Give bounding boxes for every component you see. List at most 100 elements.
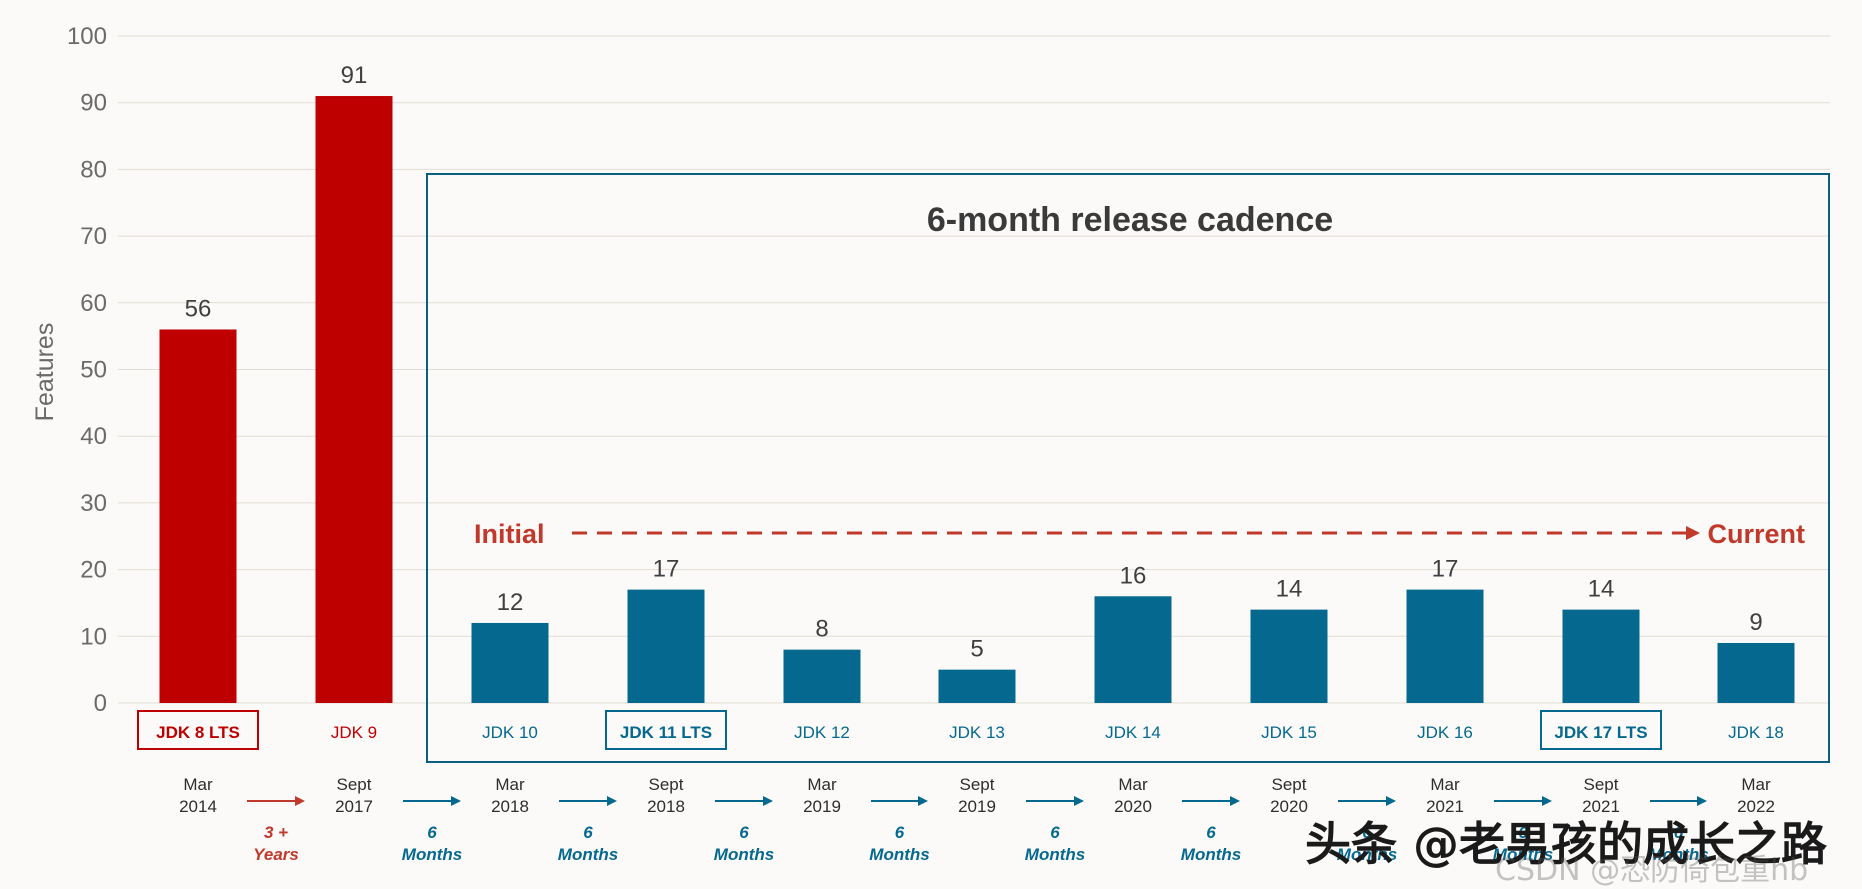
interval-number: 6	[427, 823, 437, 842]
release-year: 2018	[491, 797, 529, 816]
interval-unit: Years	[253, 845, 299, 864]
interval-unit: Months	[714, 845, 774, 864]
category-label: JDK 18	[1728, 723, 1784, 742]
bar	[1094, 596, 1172, 703]
release-month: Mar	[1430, 775, 1460, 794]
arrow-start-label: Initial	[474, 519, 545, 549]
release-month: Sept	[960, 775, 995, 794]
interval-number: 6	[895, 823, 905, 842]
bar-value-label: 17	[653, 556, 680, 583]
bar-value-label: 5	[970, 636, 983, 663]
category-label: JDK 16	[1417, 723, 1473, 742]
y-tick-label: 60	[80, 290, 107, 317]
cadence-box	[426, 173, 1830, 763]
y-axis-ticks: 0 10 20 30 40 50 60 70 80 90 100	[67, 23, 107, 717]
release-year: 2018	[647, 797, 685, 816]
timeline-arrow-head	[1230, 796, 1240, 806]
y-tick-label: 30	[80, 490, 107, 517]
watermark-primary: 头条 @老男孩的成长之路	[1305, 817, 1828, 871]
arrow-end-label: Current	[1707, 519, 1805, 549]
timeline-arrow-head	[763, 796, 773, 806]
bar	[1562, 609, 1640, 703]
timeline-arrow-head	[1697, 796, 1707, 806]
interval-number: 6	[583, 823, 593, 842]
release-month: Mar	[807, 775, 837, 794]
bar-value-label: 14	[1588, 576, 1615, 603]
y-tick-label: 70	[80, 223, 107, 250]
interval-unit: Months	[1337, 845, 1397, 864]
y-tick-label: 90	[80, 90, 107, 117]
release-year: 2022	[1737, 797, 1775, 816]
interval-number: 6	[739, 823, 749, 842]
bar	[159, 329, 237, 703]
y-tick-label: 0	[94, 690, 107, 717]
timeline-arrow-head	[451, 796, 461, 806]
interval-number: 6	[1206, 823, 1216, 842]
category-label: JDK 14	[1105, 723, 1161, 742]
y-tick-label: 40	[80, 423, 107, 450]
bar	[627, 589, 705, 703]
release-year: 2019	[803, 797, 841, 816]
category-label: JDK 9	[331, 723, 377, 742]
lts-badge-box	[605, 710, 727, 750]
interval-number: 6	[1518, 823, 1528, 842]
release-month: Sept	[1584, 775, 1619, 794]
interval-unit: Months	[1181, 845, 1241, 864]
release-month: Sept	[1272, 775, 1307, 794]
timeline-arrow-head	[1386, 796, 1396, 806]
y-tick-label: 100	[67, 23, 107, 50]
interval-number: 3 +	[264, 823, 288, 842]
watermark-secondary: CSDN @恐防倚包重hb	[1495, 853, 1809, 888]
release-month: Sept	[649, 775, 684, 794]
interval-unit: Months	[1493, 845, 1553, 864]
interval-number: 6	[1050, 823, 1060, 842]
category-label: JDK 17 LTS	[1554, 723, 1647, 742]
timeline-arrow-head	[295, 796, 305, 806]
bars: 56 JDK 8 LTS 91 JDK 9 12 JDK 10 17 JDK 11 LTS 8 J…	[137, 62, 1795, 750]
y-tick-label: 80	[80, 156, 107, 183]
bar-value-label: 9	[1749, 609, 1762, 636]
bar-value-label: 14	[1276, 576, 1303, 603]
bar-value-label: 17	[1432, 556, 1459, 583]
bar-value-label: 91	[341, 62, 368, 89]
bar	[1717, 642, 1795, 703]
timeline-arrow-head	[918, 796, 928, 806]
release-month: Mar	[495, 775, 525, 794]
lts-badge-box	[1540, 710, 1662, 750]
category-label: JDK 8 LTS	[156, 723, 240, 742]
interval-number: 6	[1674, 823, 1684, 842]
bar	[1406, 589, 1484, 703]
release-timeline: Mar 2014 Sept 2017 Mar 2018 Sept 2018 Mar 2019 Sep…	[179, 775, 1775, 864]
bar	[471, 622, 549, 703]
interval-unit: Months	[558, 845, 618, 864]
interval-unit: Months	[869, 845, 929, 864]
interval-unit: Months	[1648, 845, 1708, 864]
y-tick-label: 10	[80, 623, 107, 650]
interval-unit: Months	[402, 845, 462, 864]
release-year: 2020	[1270, 797, 1308, 816]
lts-badge-box	[137, 710, 259, 750]
category-label: JDK 11 LTS	[620, 723, 712, 742]
release-year: 2020	[1114, 797, 1152, 816]
bar	[938, 669, 1016, 703]
cadence-box-title: 6-month release cadence	[927, 201, 1333, 239]
release-year: 2019	[958, 797, 996, 816]
bar	[1250, 609, 1328, 703]
category-label: JDK 13	[949, 723, 1005, 742]
bar	[783, 649, 861, 703]
interval-unit: Months	[1025, 845, 1085, 864]
trend-arrow-head	[1686, 526, 1700, 540]
category-label: JDK 15	[1261, 723, 1317, 742]
release-month: Sept	[337, 775, 372, 794]
timeline-arrow-head	[607, 796, 617, 806]
bar-value-label: 16	[1120, 562, 1147, 589]
bar	[315, 96, 393, 703]
y-axis-label: Features	[31, 323, 59, 422]
y-tick-label: 50	[80, 357, 107, 384]
release-year: 2014	[179, 797, 217, 816]
category-label: JDK 12	[794, 723, 850, 742]
release-month: Mar	[1118, 775, 1148, 794]
timeline-arrow-head	[1074, 796, 1084, 806]
y-tick-label: 20	[80, 557, 107, 584]
